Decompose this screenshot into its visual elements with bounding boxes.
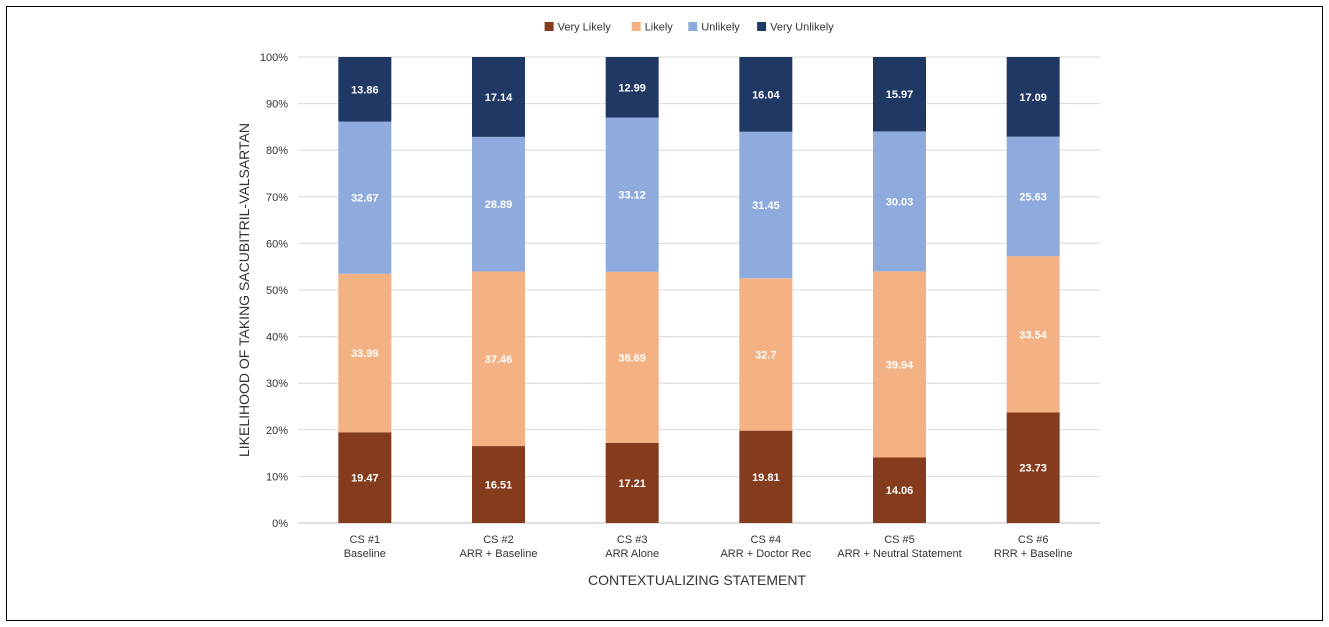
bar-segment-likely [605, 271, 659, 443]
chart-frame [6, 6, 1323, 621]
y-tick-label: 90% [266, 99, 288, 111]
data-label: 25.63 [1019, 191, 1047, 203]
bar-segment-very-unlikely [472, 57, 525, 137]
bar-segment-very-unlikely [739, 57, 793, 132]
y-tick-label: 30% [266, 378, 288, 390]
x-category-label: CS #3 [617, 534, 648, 546]
bars [338, 57, 1060, 523]
data-label: 33.99 [351, 348, 379, 360]
x-category-label: ARR + Baseline [460, 548, 538, 560]
bar-segment-likely [873, 271, 926, 458]
y-tick-label: 40% [266, 332, 288, 344]
y-tick-label: 100% [260, 52, 288, 64]
legend-label: Very Unlikely [770, 22, 834, 34]
bar-segment-unlikely [605, 117, 659, 272]
y-tick-label: 50% [266, 285, 288, 297]
data-label: 30.03 [886, 196, 914, 208]
y-tick-label: 20% [266, 425, 288, 437]
legend-label: Likely [645, 22, 674, 34]
x-category-label: ARR + Neutral Statement [837, 548, 961, 560]
y-axis-ticks: 0% 10% 20% 30% 40% 50% 60% 70% 80% 90% 100% [260, 52, 288, 530]
data-label: 17.09 [1019, 92, 1047, 104]
y-tick-label: 60% [266, 238, 288, 250]
bar-segment-unlikely [1006, 136, 1060, 257]
x-category-label: RRR + Baseline [994, 548, 1073, 560]
legend-swatch-very-unlikely [757, 22, 767, 31]
y-axis-title: LIKELIHOOD OF TAKING SACUBITRIL-VALSARTA… [236, 123, 252, 457]
data-label: 13.86 [351, 84, 379, 96]
bar-segment-very-likely [739, 430, 793, 523]
data-label: 28.89 [485, 199, 513, 211]
data-label: 16.04 [752, 89, 780, 101]
bar-segment-very-likely [605, 442, 659, 523]
bar-segment-very-likely [338, 432, 392, 523]
legend: Very Likely Likely Unlikely Very Unlikely [544, 22, 834, 34]
y-tick-label: 10% [266, 471, 288, 483]
data-label: 36.69 [618, 352, 646, 364]
data-label: 15.97 [886, 89, 914, 101]
x-category-label: Baseline [344, 548, 386, 560]
data-label: 39.94 [886, 359, 914, 371]
x-category-label: CS #6 [1018, 534, 1049, 546]
data-label: 23.73 [1019, 463, 1047, 475]
bar-segment-very-unlikely [605, 57, 659, 118]
data-label: 12.99 [618, 82, 646, 94]
data-label: 19.47 [351, 473, 379, 485]
data-label: 19.81 [752, 472, 780, 484]
data-label: 33.54 [1019, 329, 1047, 341]
bar-segment-very-unlikely [873, 57, 926, 132]
legend-swatch-likely [631, 22, 641, 31]
data-label: 32.67 [351, 193, 379, 205]
x-category-label: ARR + Doctor Rec [720, 548, 811, 560]
bar-segment-very-likely [873, 457, 926, 523]
x-axis-title: CONTEXTUALIZING STATEMENT [588, 572, 806, 588]
data-label: 33.12 [618, 190, 646, 202]
gridlines [298, 56, 1100, 524]
legend-swatch-very-likely [544, 22, 554, 31]
y-tick-label: 70% [266, 192, 288, 204]
data-label: 32.7 [755, 349, 776, 361]
bar-segment-very-likely [472, 446, 525, 523]
data-label: 37.46 [485, 354, 513, 366]
data-label: 14.06 [886, 485, 914, 497]
bar-segment-likely [739, 278, 793, 431]
bar-segment-unlikely [739, 131, 793, 279]
data-labels: 19.47 33.99 32.67 13.86 16.51 37.46 28.89 17.14… [351, 82, 1048, 497]
x-category-label: CS #1 [350, 534, 381, 546]
y-tick-label: 80% [266, 145, 288, 157]
bar-segment-likely [1006, 256, 1060, 413]
bar-segment-unlikely [873, 131, 926, 272]
data-label: 17.21 [618, 478, 646, 490]
x-category-label: ARR Alone [605, 548, 659, 560]
data-label: 31.45 [752, 200, 780, 212]
x-category-label: CS #5 [884, 534, 915, 546]
bar-segment-likely [338, 273, 392, 433]
x-category-label: CS #2 [483, 534, 514, 546]
x-category-label: CS #4 [751, 534, 782, 546]
data-label: 17.14 [485, 92, 513, 104]
bar-segment-likely [472, 271, 525, 447]
data-label: 16.51 [485, 480, 513, 492]
x-axis-categories: CS #1 Baseline CS #2 ARR + Baseline CS #3 ARR… [344, 534, 1073, 560]
bar-segment-very-likely [1006, 412, 1060, 523]
legend-label: Very Likely [558, 22, 612, 34]
bar-segment-very-unlikely [338, 57, 392, 122]
bar-segment-very-unlikely [1006, 57, 1060, 137]
legend-swatch-unlikely [688, 22, 698, 31]
legend-label: Unlikely [701, 22, 740, 34]
bar-segment-unlikely [472, 136, 525, 272]
bar-segment-unlikely [338, 121, 392, 274]
y-tick-label: 0% [272, 518, 288, 530]
